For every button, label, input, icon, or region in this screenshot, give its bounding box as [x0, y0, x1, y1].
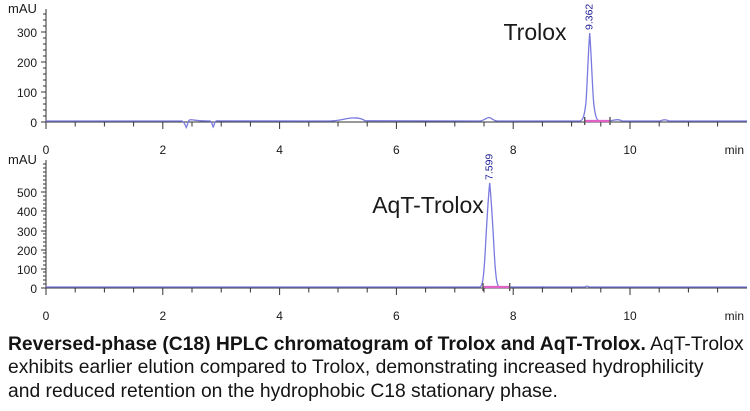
svg-text:100: 100	[17, 263, 37, 277]
svg-text:Trolox: Trolox	[503, 19, 567, 45]
svg-text:10: 10	[623, 143, 637, 157]
svg-text:2: 2	[159, 143, 166, 157]
svg-text:0: 0	[30, 116, 37, 130]
svg-text:min: min	[725, 309, 744, 323]
svg-text:mAU: mAU	[8, 152, 37, 167]
svg-text:AqT-Trolox: AqT-Trolox	[372, 192, 484, 218]
svg-text:7.599: 7.599	[484, 154, 496, 180]
svg-text:4: 4	[276, 309, 283, 323]
svg-text:200: 200	[17, 56, 37, 70]
svg-text:8: 8	[510, 309, 517, 323]
svg-text:500: 500	[17, 186, 37, 200]
svg-text:0: 0	[30, 282, 37, 296]
svg-text:0: 0	[43, 309, 50, 323]
svg-text:9.362: 9.362	[584, 4, 596, 30]
svg-text:8: 8	[510, 143, 517, 157]
svg-text:4: 4	[276, 143, 283, 157]
svg-text:mAU: mAU	[8, 1, 37, 16]
svg-text:10: 10	[623, 309, 637, 323]
svg-text:300: 300	[17, 225, 37, 239]
svg-text:300: 300	[17, 26, 37, 40]
svg-text:6: 6	[393, 143, 400, 157]
svg-text:200: 200	[17, 244, 37, 258]
svg-text:2: 2	[159, 309, 166, 323]
svg-text:100: 100	[17, 86, 37, 100]
svg-text:0: 0	[43, 143, 50, 157]
svg-text:6: 6	[393, 309, 400, 323]
svg-text:400: 400	[17, 205, 37, 219]
svg-text:min: min	[725, 143, 744, 157]
